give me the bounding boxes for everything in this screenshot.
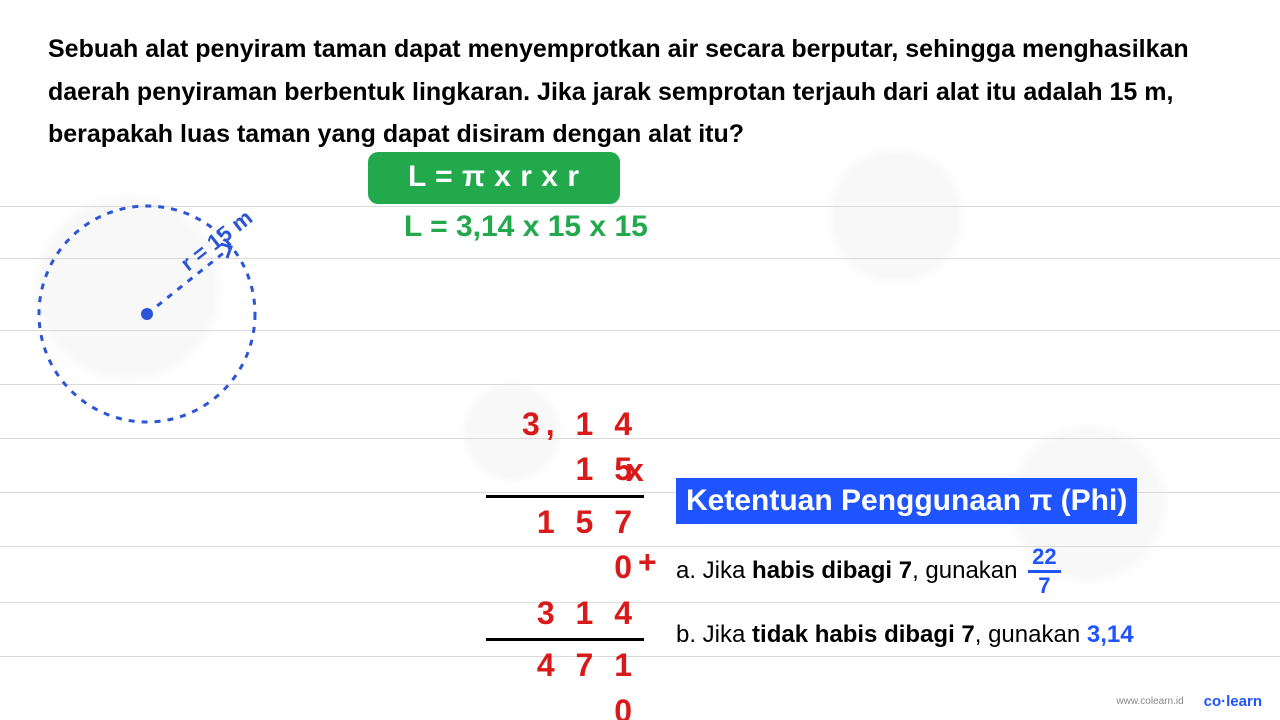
calc-row-4: 3 1 4 xyxy=(508,591,638,636)
multiply-symbol: x xyxy=(626,448,644,493)
footer: www.colearn.id co·learn xyxy=(1116,693,1262,710)
phi-rule-b-suffix: , gunakan xyxy=(975,621,1087,648)
question-text: Sebuah alat penyiram taman dapat menyemp… xyxy=(48,28,1232,156)
calc-rule-2 xyxy=(486,638,644,641)
phi-rule-b-bold: tidak habis dibagi 7 xyxy=(752,621,975,648)
formula-box: L = π x r x r xyxy=(368,152,620,204)
calc-row-1: 3, 1 4 xyxy=(508,402,638,447)
phi-rule-a: a. Jika habis dibagi 7, gunakan 22 7 xyxy=(676,546,1268,597)
phi-rule-b-prefix: b. Jika xyxy=(676,621,752,648)
brand-logo: co·learn xyxy=(1204,693,1262,710)
phi-rule-a-prefix: a. Jika xyxy=(676,557,752,584)
calc-row-3: 1 5 7 0 xyxy=(508,500,638,591)
center-dot xyxy=(141,308,153,320)
fraction-22-7: 22 7 xyxy=(1028,546,1060,597)
phi-rule-b-value: 3,14 xyxy=(1087,621,1134,648)
long-multiplication: 3, 1 4 1 5 x 1 5 7 0 3 1 4 + 4 7 1 0 xyxy=(508,402,638,720)
fraction-bottom: 7 xyxy=(1028,573,1060,597)
calc-row-5: 4 7 1 0 xyxy=(508,643,638,720)
phi-rule-a-bold: habis dibagi 7 xyxy=(752,557,912,584)
calc-row-2: 1 5 xyxy=(508,447,638,492)
formula-substituted: L = 3,14 x 15 x 15 xyxy=(404,210,648,244)
phi-rule-a-suffix: , gunakan xyxy=(912,557,1024,584)
calc-rule-1 xyxy=(486,495,644,498)
circle-diagram: r = 15 m xyxy=(18,192,276,437)
fraction-top: 22 xyxy=(1028,546,1060,573)
phi-rule-b: b. Jika tidak habis dibagi 7, gunakan 3,… xyxy=(676,619,1268,650)
footer-url: www.colearn.id xyxy=(1116,696,1183,707)
phi-card-title: Ketentuan Penggunaan π (Phi) xyxy=(676,478,1137,524)
plus-symbol: + xyxy=(638,540,657,585)
phi-rules-card: Ketentuan Penggunaan π (Phi) a. Jika hab… xyxy=(676,478,1268,650)
circle-svg: r = 15 m xyxy=(18,192,276,437)
